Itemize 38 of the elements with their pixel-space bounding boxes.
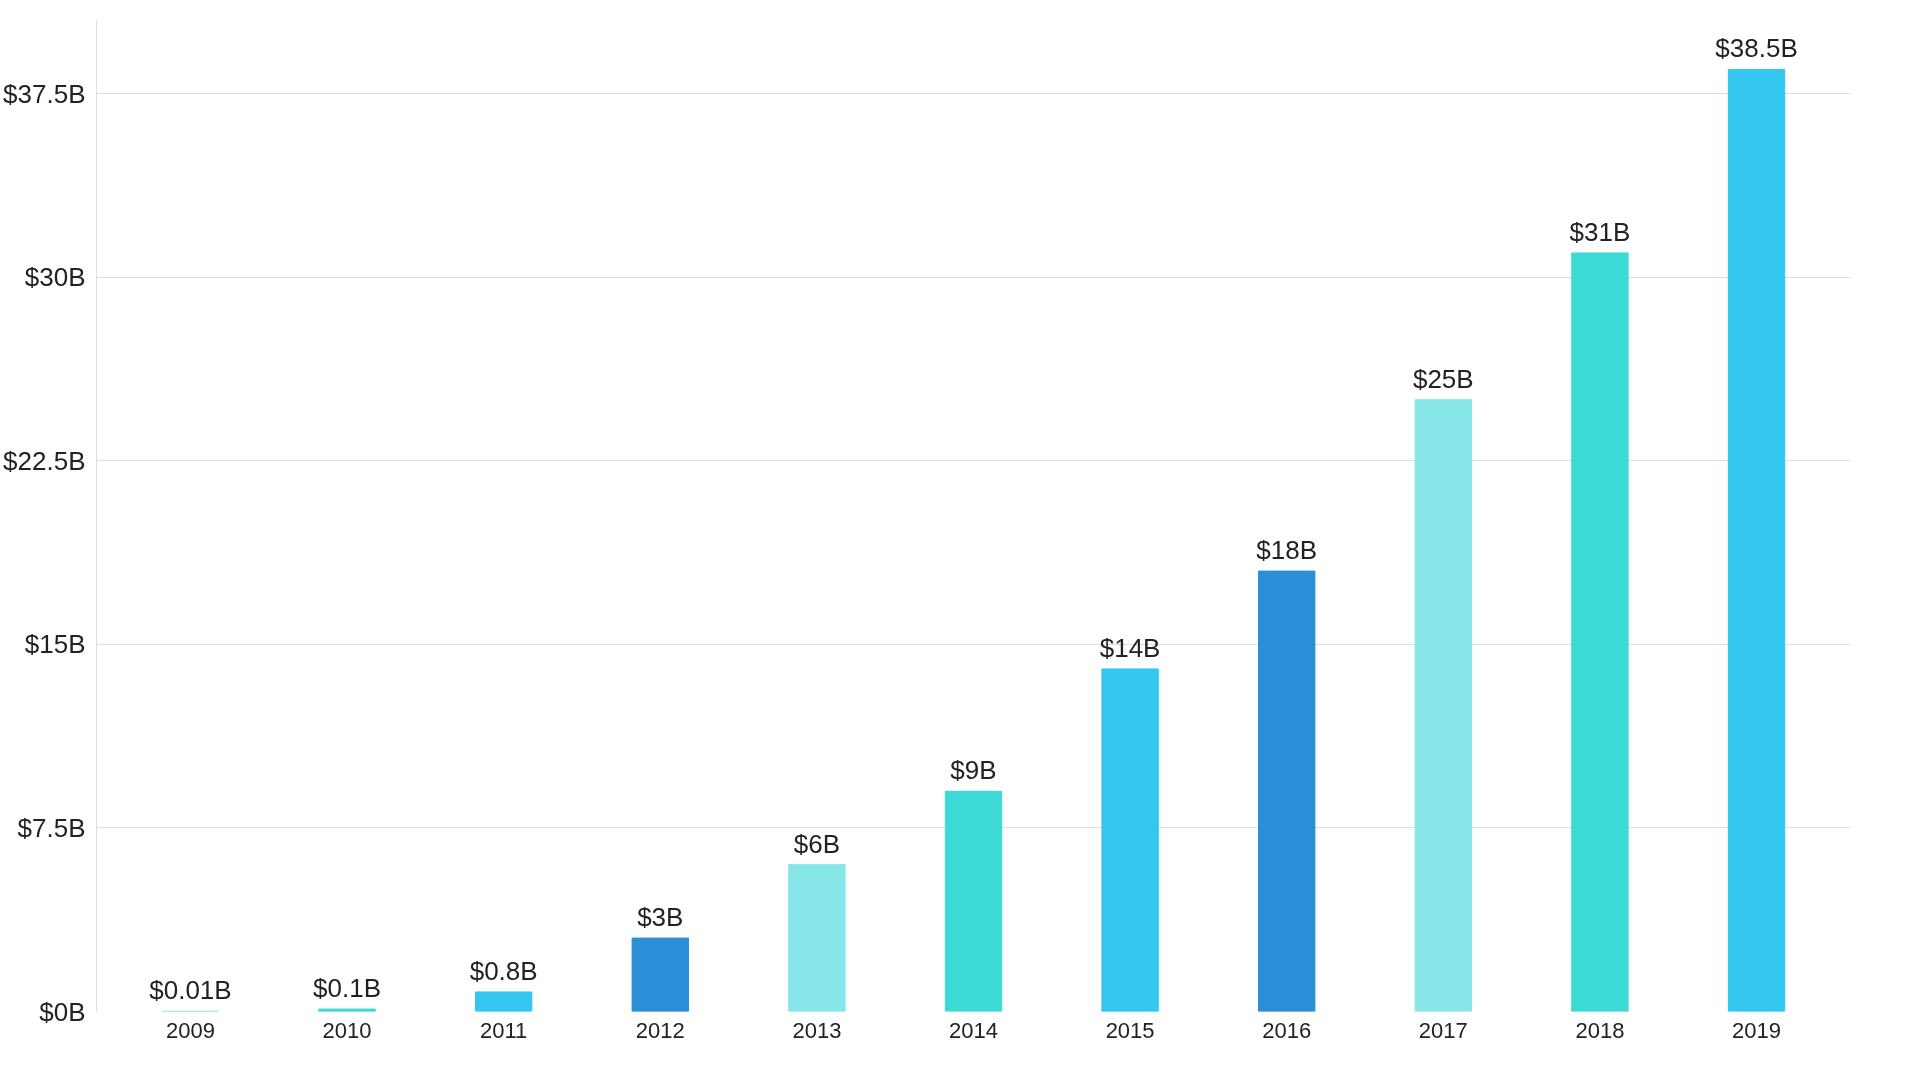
x-tick-label: 2016 <box>1262 1017 1312 1043</box>
data-label: $0.01B <box>149 975 232 1006</box>
x-tick-label: 2010 <box>322 1017 372 1043</box>
y-tick-label: $30B <box>24 262 86 293</box>
bar <box>318 1008 376 1012</box>
x-tick-label: 2011 <box>480 1017 528 1043</box>
bar <box>1727 68 1786 1012</box>
bar <box>1101 668 1159 1012</box>
y-tick-label: $0B <box>39 996 86 1027</box>
x-tick-label: 2013 <box>792 1017 842 1043</box>
x-tick-label: 2014 <box>949 1017 998 1043</box>
data-label: $9B <box>950 755 997 786</box>
data-label: $38.5B <box>1715 33 1798 64</box>
bar <box>1571 252 1629 1012</box>
y-tick-label: $7.5B <box>17 812 86 843</box>
y-tick-label: $22.5B <box>3 445 86 476</box>
bar <box>631 937 689 1012</box>
x-tick-label: 2015 <box>1105 1017 1155 1043</box>
bar <box>474 991 533 1012</box>
x-tick-label: 2009 <box>165 1017 215 1043</box>
bar <box>944 790 1003 1012</box>
data-label: $3B <box>637 902 684 933</box>
data-label: $0.8B <box>469 955 538 986</box>
data-label: $18B <box>1256 535 1318 566</box>
y-tick-label: $15B <box>24 629 86 660</box>
y-tick-label: $37.5B <box>3 78 86 109</box>
data-label: $31B <box>1569 216 1631 247</box>
data-label: $25B <box>1412 363 1474 394</box>
x-tick-label: 2017 <box>1418 1017 1468 1043</box>
data-label: $6B <box>793 828 841 859</box>
bar <box>1414 399 1473 1012</box>
data-label: $14B <box>1099 632 1161 663</box>
x-tick-label: 2019 <box>1732 1017 1782 1043</box>
x-tick-label: 2018 <box>1575 1017 1625 1043</box>
bar <box>788 864 846 1012</box>
x-tick-label: 2012 <box>635 1017 685 1043</box>
data-label: $0.1B <box>313 973 382 1004</box>
bar <box>1258 570 1316 1012</box>
